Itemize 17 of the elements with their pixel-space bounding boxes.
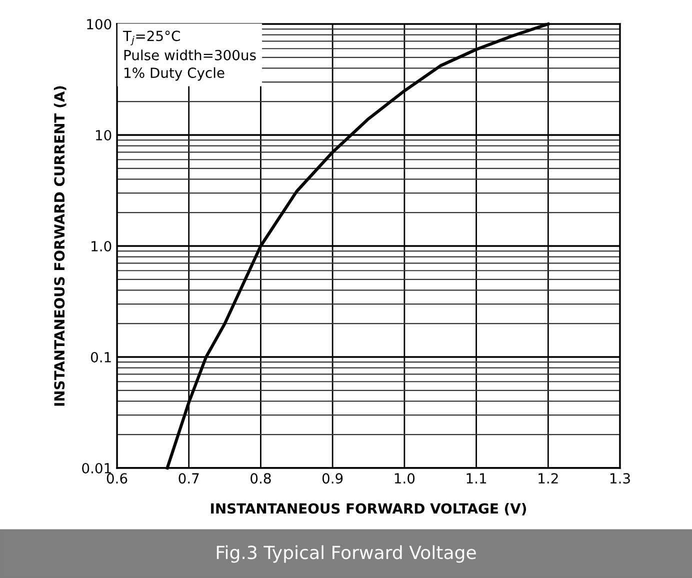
x-tick-label: 0.8 [250,473,271,484]
y-tick-label: 0.1 [90,352,111,362]
y-tick-label: 100 [87,18,112,30]
y-tick-label: 1.0 [92,240,112,252]
x-tick-label: 1.1 [466,473,486,484]
x-tick-label: 1.2 [538,473,558,484]
x-tick-label: 1.0 [394,473,415,484]
y-tick-label: 0.01 [82,462,111,474]
y-tick-label: 10 [96,130,112,140]
text: Fig.3 Typical Forward Voltage [216,545,476,563]
x-axis-title: INSTANTANEOUS FORWARD VOLTAGE (V) [211,502,526,516]
y-axis-title: INSTANTANEOUS FORWARD CURRENT (A) [54,86,66,406]
x-tick-label: 0.6 [106,473,128,484]
x-tick-label: 0.9 [322,473,343,484]
x-tick-label: 0.7 [178,473,199,484]
annotation: T$_{j}$=25°C Pulse width=300us 1% Duty Cycle [122,30,256,81]
x-tick-label: 1.3 [610,473,630,484]
